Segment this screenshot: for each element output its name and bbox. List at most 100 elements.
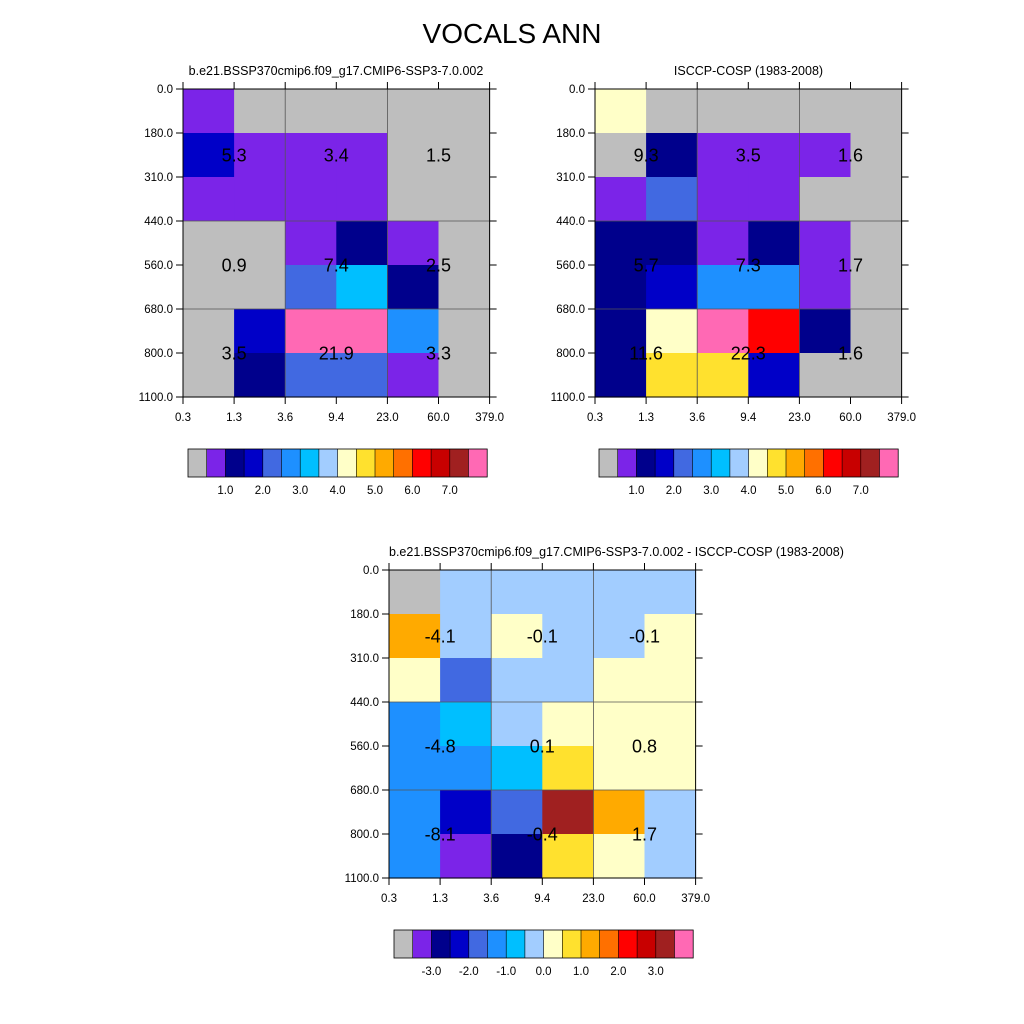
y-tick-label: 800.0 [144, 348, 173, 360]
colorbar-swatch [375, 449, 394, 477]
panel-title-model: b.e21.BSSP370cmip6.f09_g17.CMIP6-SSP3-7.… [188, 64, 484, 78]
heatmap-cell [850, 89, 903, 134]
colorbar-swatch [692, 449, 712, 477]
x-tick-label: 379.0 [475, 412, 504, 424]
heatmap-cell [387, 177, 440, 222]
colorbar-swatch [842, 449, 862, 477]
x-tick-label: 0.3 [587, 412, 603, 424]
heatmap-cell [336, 177, 388, 222]
y-tick-label: 0.0 [363, 565, 379, 577]
heatmap-cell [644, 614, 697, 659]
x-tick-label: 60.0 [839, 412, 861, 424]
heatmap-cell [440, 614, 492, 659]
colorbar-label: 0.0 [536, 966, 552, 978]
heatmap-cell [387, 221, 440, 266]
x-tick-label: 1.3 [226, 412, 242, 424]
heatmap-cell [183, 309, 235, 354]
heatmap-cell [234, 221, 286, 266]
colorbar-swatch [748, 449, 768, 477]
colorbar-swatch [468, 930, 488, 958]
heatmap-cell [440, 702, 492, 747]
heatmap-cell [183, 265, 235, 310]
y-tick-label: 800.0 [556, 348, 585, 360]
heatmap-cell [440, 658, 492, 703]
colorbar-label: 2.0 [610, 966, 626, 978]
heatmap-cell [850, 265, 903, 310]
y-tick-label: 560.0 [556, 260, 585, 272]
heatmap-cell [542, 702, 594, 747]
heatmap-cell [850, 133, 903, 178]
x-tick-label: 3.6 [277, 412, 293, 424]
heatmap-cell [697, 221, 749, 266]
heatmap-cell [389, 658, 441, 703]
colorbar-diff: -3.0 -2.0 -1.0 0.0 1.0 2.0 3.0 [393, 929, 694, 978]
box-value-label: -4.8 [425, 737, 456, 757]
heatmap-cell [697, 133, 749, 178]
heatmap-cell [644, 658, 697, 703]
heatmap-cell [183, 221, 235, 266]
colorbar-swatch [393, 449, 413, 477]
colorbar-swatch [412, 930, 432, 958]
heatmap-cell [285, 353, 337, 398]
heatmap-cell [285, 265, 337, 310]
colorbar-swatch [262, 449, 282, 477]
y-tick-label: 680.0 [144, 304, 173, 316]
x-tick-label: 60.0 [427, 412, 449, 424]
heatmap-cell [438, 177, 491, 222]
heatmap-cell [748, 309, 800, 354]
heatmap-cell [799, 133, 852, 178]
colorbar-label: -3.0 [421, 966, 441, 978]
heatmap-cell [799, 353, 852, 398]
y-tick-label: 180.0 [556, 128, 585, 140]
heatmap-cell [850, 221, 903, 266]
heatmap-cell [644, 570, 697, 615]
x-tick-label: 379.0 [887, 412, 916, 424]
heatmap-cell [646, 177, 698, 222]
colorbar-label: 6.0 [815, 485, 831, 497]
heatmap-cell [438, 89, 491, 134]
colorbar-swatch [562, 930, 582, 958]
box-value-label: -0.1 [629, 627, 660, 647]
colorbar-swatch [487, 930, 507, 958]
box-value-label: 1.6 [838, 344, 863, 364]
heatmap-cell [491, 790, 543, 835]
heatmap-cell [234, 177, 286, 222]
heatmap-cell [336, 353, 388, 398]
heatmap-cell [748, 89, 800, 134]
heatmap-cell [644, 834, 697, 879]
colorbar-swatch [225, 449, 245, 477]
y-tick-label: 560.0 [144, 260, 173, 272]
colorbar-frame [187, 448, 488, 478]
heatmap-cell [491, 702, 543, 747]
heatmap-cell [697, 177, 749, 222]
colorbar-swatch [356, 449, 376, 477]
colorbar-label: 3.0 [703, 485, 719, 497]
colorbar-swatch [468, 449, 488, 477]
colorbar-swatch [318, 449, 338, 477]
x-tick-label: 9.4 [740, 412, 757, 424]
heatmap-cell [336, 265, 388, 310]
heatmap-cell [234, 265, 286, 310]
heatmap-cell [593, 834, 646, 879]
heatmap-cell [644, 746, 697, 791]
colorbar-swatch [767, 449, 787, 477]
x-tick-label: 23.0 [788, 412, 810, 424]
colorbar-swatch [506, 930, 526, 958]
heatmap-cell [438, 353, 491, 398]
heatmap-cell [697, 265, 749, 310]
panel-title-obs: ISCCP-COSP (1983-2008) [673, 64, 824, 78]
heatmap-panel-obs: 0.0 180.0 310.0 440.0 560.0 680.0 800.0 1100.00… [551, 82, 916, 424]
heatmap-cell [593, 790, 646, 835]
heatmap-cell [593, 702, 646, 747]
heatmap-cell [542, 834, 594, 879]
colorbar-swatch [394, 930, 413, 958]
y-tick-label: 1100.0 [345, 873, 379, 885]
colorbar-swatch [449, 449, 469, 477]
y-tick-label: 680.0 [556, 304, 585, 316]
colorbar-swatch [711, 449, 731, 477]
heatmap-cell [799, 221, 852, 266]
box-value-label: 3.5 [736, 146, 761, 166]
box-value-label: -0.1 [527, 627, 558, 647]
heatmap-cell [491, 570, 543, 615]
